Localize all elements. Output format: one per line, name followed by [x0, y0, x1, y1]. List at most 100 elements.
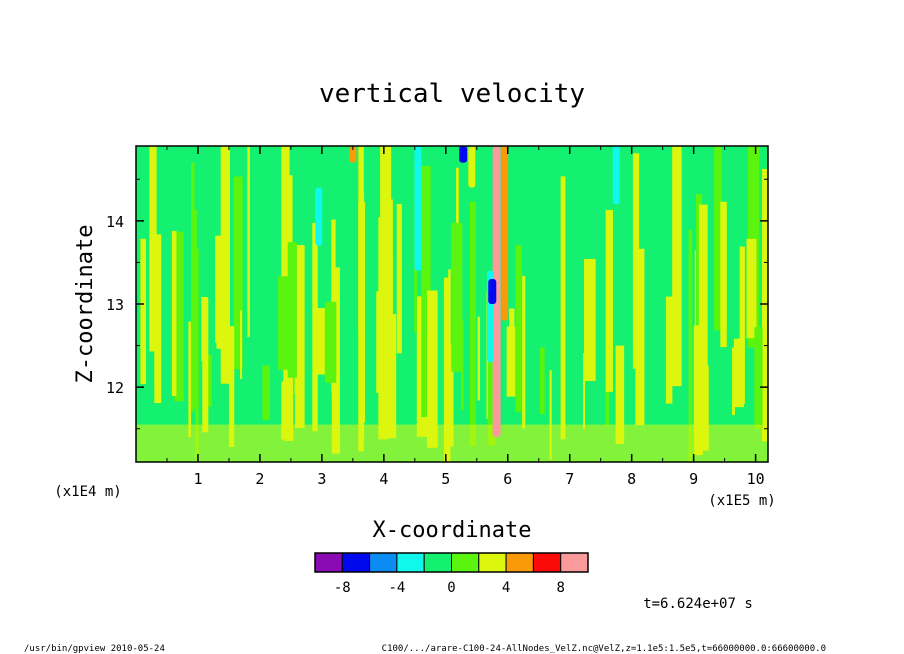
field-streak: [385, 313, 397, 439]
x-tick-label: 2: [255, 470, 264, 488]
colorbar-tick-label: -4: [388, 580, 405, 596]
colorbar-cell: [423, 552, 453, 573]
field-streak: [714, 146, 722, 331]
x-tick-label: 3: [317, 470, 326, 488]
field-streak: [154, 234, 162, 404]
colorbar: [314, 552, 589, 573]
x-tick-label: 4: [379, 470, 388, 488]
field-streak: [220, 146, 230, 384]
colorbar-ticks: -8 -4 0 4 8: [334, 580, 565, 596]
x-tick-label: 9: [689, 470, 698, 488]
field-streak: [733, 338, 744, 408]
field-streak: [287, 242, 297, 378]
field-streak: [201, 296, 208, 362]
field-streak: [688, 229, 693, 462]
field-streak: [294, 245, 305, 429]
colorbar-tick-label: 4: [502, 580, 510, 596]
colorbar-cell: [505, 552, 534, 573]
field-streak: [396, 203, 402, 354]
velocity-feature: [468, 146, 476, 188]
field-streak: [140, 238, 147, 385]
field-streak: [761, 245, 768, 442]
field-streak: [582, 353, 586, 430]
field-streak: [746, 238, 757, 339]
colorbar-tick-label: -8: [334, 580, 351, 596]
colorbar-cell: [532, 552, 562, 573]
field-streak: [312, 222, 318, 432]
field-streak: [228, 326, 235, 448]
x-tick-label: 10: [747, 470, 765, 488]
field-streak: [487, 311, 496, 446]
field-streak: [615, 345, 625, 444]
x-axis-unit: (x1E5 m): [708, 493, 775, 509]
colorbar-cell: [369, 552, 398, 573]
field-streak: [515, 245, 522, 412]
x-tick-label: 6: [503, 470, 512, 488]
lower-band: [136, 424, 768, 462]
field-streak: [202, 298, 209, 433]
field-streak: [635, 248, 645, 426]
colorbar-cell: [451, 552, 480, 573]
field-streak: [315, 195, 318, 403]
y-axis-ticks: 12 13 14: [106, 178, 768, 430]
field-streaks: [136, 146, 768, 462]
field-streak: [174, 231, 184, 402]
field-streak: [539, 347, 545, 415]
field-streak: [477, 316, 481, 401]
colorbar-frame: [314, 552, 589, 573]
field-streak: [195, 249, 199, 461]
field-streak: [469, 201, 476, 446]
colorbar-tick-label: 0: [447, 580, 455, 596]
velocity-feature: [612, 146, 620, 205]
field-streak: [376, 291, 380, 393]
velocity-features: [315, 146, 620, 438]
velocity-feature: [349, 146, 357, 163]
field-streak: [549, 370, 552, 460]
field-streak: [188, 321, 192, 438]
field-streak: [191, 209, 197, 405]
field-streak: [754, 327, 763, 429]
field-streak: [262, 365, 270, 421]
heatmap-field: [136, 146, 768, 462]
field-streak: [461, 320, 464, 411]
field-streak: [427, 290, 438, 448]
field-streak: [247, 146, 250, 338]
field-streak: [560, 176, 566, 440]
velocity-feature: [488, 279, 497, 304]
velocity-feature: [492, 146, 501, 438]
velocity-feature: [459, 146, 468, 163]
field-streak: [720, 201, 727, 348]
field-streak: [315, 308, 326, 375]
field-streak: [378, 217, 389, 440]
field-streak: [584, 258, 596, 381]
field-streak: [509, 308, 515, 379]
velocity-feature: [315, 187, 323, 246]
field-streak: [233, 176, 243, 370]
field-streak: [605, 210, 613, 392]
field-streak: [632, 153, 640, 369]
field-streak: [278, 276, 288, 370]
field-streak: [358, 146, 364, 332]
x-axis-ticks: 1 2 3 4 5 6 7 8 9 10: [166, 146, 765, 488]
footer-left: /usr/bin/gpview 2010-05-24: [24, 644, 165, 654]
field-streak: [240, 310, 243, 379]
field-streak: [171, 230, 177, 396]
colorbar-cell: [314, 552, 343, 573]
x-tick-label: 1: [193, 470, 202, 488]
x-tick-label: 5: [441, 470, 450, 488]
field-streak: [324, 301, 337, 383]
y-tick-label: 12: [106, 379, 124, 397]
field-streak: [443, 277, 451, 462]
x-tick-label: 7: [565, 470, 574, 488]
velocity-feature: [501, 146, 509, 321]
y-tick-label: 13: [106, 296, 124, 314]
x-axis-label: X-coordinate: [373, 518, 532, 543]
field-streak: [281, 146, 290, 345]
chart-title: vertical velocity: [319, 79, 585, 109]
field-streak: [451, 222, 463, 372]
colorbar-cell: [341, 552, 371, 573]
field-streak: [421, 166, 431, 418]
field-streak: [665, 296, 673, 404]
velocity-feature: [414, 146, 422, 271]
